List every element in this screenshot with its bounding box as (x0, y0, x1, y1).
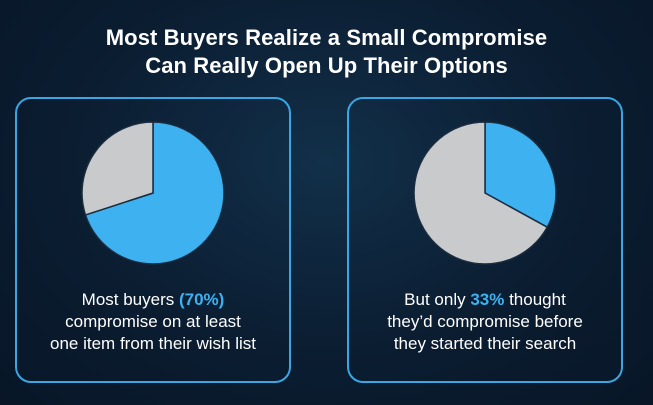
caption-right-line-3: they started their search (393, 334, 577, 353)
pie-slice-2 (81, 121, 154, 216)
caption-left-text-1: Most buyers (81, 290, 179, 309)
title-line-2: Can Really Open Up Their Options (145, 53, 508, 78)
page-title: Most Buyers Realize a Small Compromise C… (0, 24, 653, 80)
stat-card-left: Most buyers (70%) compromise on at least… (15, 97, 291, 383)
caption-right-text-1: But only (404, 290, 471, 309)
caption-left-highlight: (70%) (178, 290, 225, 309)
pie-chart-right (413, 121, 557, 265)
caption-left-line-2: compromise on at least (65, 312, 241, 331)
pie-slice-1 (84, 121, 225, 265)
caption-left-line-1: Most buyers (70%) (17, 289, 289, 311)
caption-right-line-2: they’d compromise before (387, 312, 583, 331)
title-line-1: Most Buyers Realize a Small Compromise (105, 25, 548, 50)
pie-slice-1 (484, 121, 557, 228)
caption-right: But only 33% thought they’d compromise b… (349, 289, 621, 355)
pie-slice-2 (413, 121, 548, 265)
pie-chart-left (81, 121, 225, 265)
caption-right-line-1: But only 33% thought (349, 289, 621, 311)
caption-right-text-2: thought (504, 290, 566, 309)
caption-left: Most buyers (70%) compromise on at least… (17, 289, 289, 355)
caption-left-line-3: one item from their wish list (50, 334, 256, 353)
stat-card-right: But only 33% thought they’d compromise b… (347, 97, 623, 383)
caption-right-highlight: 33% (470, 290, 505, 309)
